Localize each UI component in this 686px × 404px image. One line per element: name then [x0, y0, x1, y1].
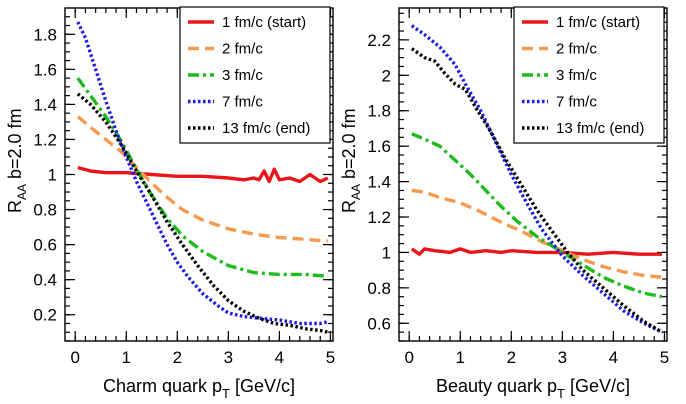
x-tick-label: 3: [558, 348, 567, 367]
x-tick-label: 2: [507, 348, 516, 367]
x-tick-label: 1: [456, 348, 465, 367]
x-tick-label: 2: [173, 348, 182, 367]
y-axis-label: RAA b=2.0 fm: [5, 108, 29, 213]
x-tick-label: 5: [660, 348, 669, 367]
legend-label: 13 fm/c (end): [556, 120, 644, 137]
series-line-1: [410, 247, 662, 256]
legend-label: 2 fm/c: [222, 41, 263, 58]
legend-label: 3 fm/c: [556, 67, 597, 84]
x-tick-label: 1: [122, 348, 131, 367]
x-tick-label: 4: [275, 348, 284, 367]
series-line-2: [76, 115, 329, 243]
y-tick-label: 2.2: [367, 31, 391, 50]
y-tick-label: 1: [382, 243, 391, 262]
legend-label: 7 fm/c: [222, 94, 263, 111]
x-tick-label: 5: [326, 348, 335, 367]
y-tick-label: 1.2: [367, 208, 391, 227]
legend-label: 3 fm/c: [222, 67, 263, 84]
legend-label: 1 fm/c (start): [556, 14, 640, 31]
y-tick-label: 0.4: [33, 271, 57, 290]
legend: 1 fm/c (start) 2 fm/c 3 fm/c 7 fm/c 13 fm/c …: [179, 6, 331, 144]
x-axis-label: Beauty quark pT [GeV/c]: [436, 376, 630, 401]
y-tick-label: 1.8: [367, 102, 391, 121]
x-tick-label: 4: [609, 348, 618, 367]
legend: 1 fm/c (start) 2 fm/c 3 fm/c 7 fm/c 13 fm/c …: [513, 6, 665, 144]
x-axis-label: Charm quark pT [GeV/c]: [103, 376, 295, 401]
x-tick-label: 0: [70, 348, 79, 367]
y-tick-label: 0.8: [367, 279, 391, 298]
series-line-2: [411, 188, 663, 279]
series-line-5: [76, 92, 329, 334]
x-tick-label: 0: [404, 348, 413, 367]
series-line-1: [77, 165, 329, 184]
y-tick-label: 0.6: [33, 236, 57, 255]
series-line-3: [76, 77, 329, 278]
chart-panel-2: 0 1 2 3 4 5 0.6 0.8 1 1.2 1.4 1.6 1.8 2 2.2 1 fm/c (sta…: [339, 6, 669, 401]
y-tick-label: 0.8: [33, 201, 57, 220]
chart-panel-1: 0 1 2 3 4 5 0.2 0.4 0.6 0.8 1 1.2 1.4 1.6 1.8 1 fm/c (s…: [5, 6, 335, 401]
y-tick-label: 1.6: [367, 137, 391, 156]
y-axis-label: RAA b=2.0 fm: [339, 108, 363, 213]
y-tick-label: 1.4: [33, 95, 57, 114]
legend-label: 13 fm/c (end): [222, 120, 310, 137]
y-tick-label: 1.8: [33, 25, 57, 44]
y-tick-label: 1.2: [33, 130, 57, 149]
series-line-4: [410, 24, 663, 334]
y-tick-label: 1: [48, 166, 57, 185]
series-line-4: [76, 21, 329, 326]
series-line-5: [410, 47, 663, 334]
legend-label: 1 fm/c (start): [222, 14, 306, 31]
legend-label: 2 fm/c: [556, 41, 597, 58]
legend-label: 7 fm/c: [556, 94, 597, 111]
y-tick-label: 0.6: [367, 314, 391, 333]
x-tick-label: 3: [224, 348, 233, 367]
y-tick-label: 0.2: [33, 306, 57, 325]
series-line-3: [411, 132, 663, 299]
y-tick-label: 1.6: [33, 60, 57, 79]
y-tick-label: 2: [382, 66, 391, 85]
y-tick-label: 1.4: [367, 173, 391, 192]
